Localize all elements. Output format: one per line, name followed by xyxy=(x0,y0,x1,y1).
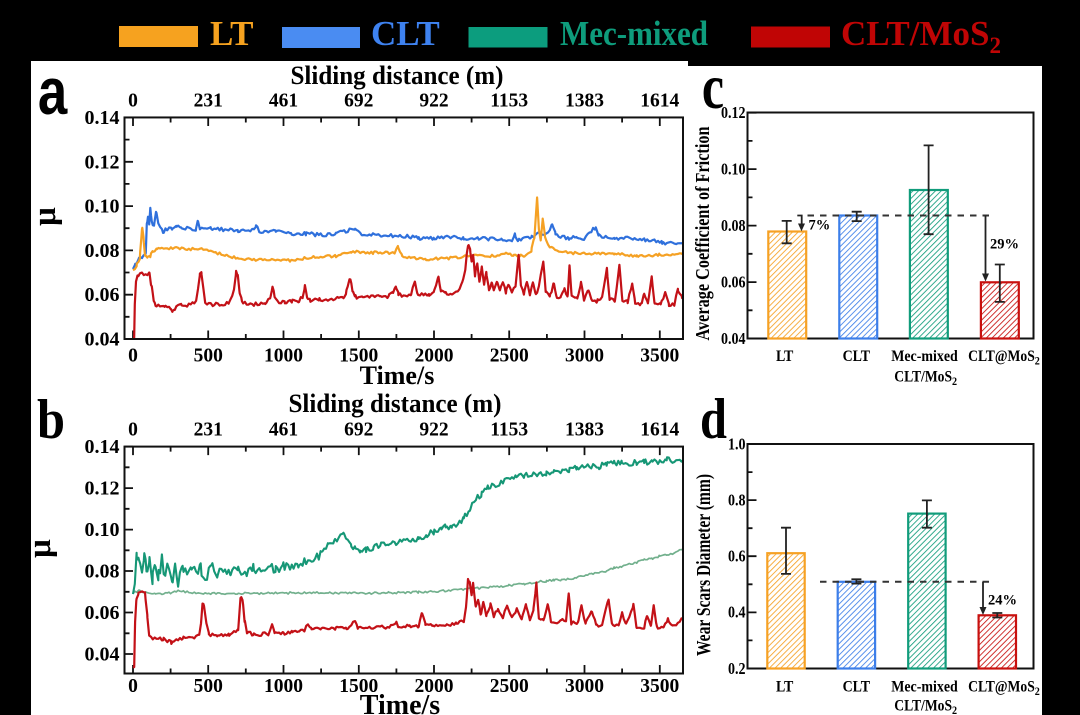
svg-text:0: 0 xyxy=(128,676,138,697)
svg-text:CLT/MoS2: CLT/MoS2 xyxy=(894,369,957,388)
svg-text:0.04: 0.04 xyxy=(721,330,746,348)
svg-text:0.06: 0.06 xyxy=(85,284,120,306)
svg-text:Sliding distance (m): Sliding distance (m) xyxy=(289,389,502,418)
svg-text:0.14: 0.14 xyxy=(85,436,120,458)
svg-text:0.04: 0.04 xyxy=(85,644,120,666)
svg-text:1500: 1500 xyxy=(339,346,378,367)
svg-text:500: 500 xyxy=(194,346,223,367)
svg-text:1.0: 1.0 xyxy=(728,435,746,453)
svg-text:0.08: 0.08 xyxy=(85,561,120,583)
svg-text:1153: 1153 xyxy=(490,91,528,112)
svg-text:461: 461 xyxy=(269,420,298,441)
svg-text:3500: 3500 xyxy=(640,346,679,367)
svg-text:a: a xyxy=(38,54,68,128)
svg-text:500: 500 xyxy=(194,676,223,697)
svg-text:3000: 3000 xyxy=(565,676,604,697)
svg-text:0.12: 0.12 xyxy=(721,104,746,122)
svg-text:CLT/MoS2: CLT/MoS2 xyxy=(894,698,957,715)
svg-text:0.12: 0.12 xyxy=(85,478,120,500)
svg-text:CLT/MoS2: CLT/MoS2 xyxy=(841,14,1001,58)
svg-text:Average Coefficient of Frictio: Average Coefficient of Friction xyxy=(692,127,714,341)
svg-text:LT: LT xyxy=(210,14,253,53)
svg-text:461: 461 xyxy=(269,91,298,112)
svg-text:CLT: CLT xyxy=(843,679,871,696)
svg-text:3000: 3000 xyxy=(565,346,604,367)
svg-text:μ: μ xyxy=(27,207,63,226)
svg-text:0.12: 0.12 xyxy=(85,151,120,173)
svg-text:1383: 1383 xyxy=(565,91,604,112)
svg-text:2500: 2500 xyxy=(490,676,529,697)
svg-text:0.10: 0.10 xyxy=(85,519,120,541)
svg-text:d: d xyxy=(700,388,727,450)
svg-text:24%: 24% xyxy=(988,593,1017,609)
svg-text:CLT: CLT xyxy=(843,348,871,365)
svg-text:0.10: 0.10 xyxy=(721,160,746,178)
svg-text:Mec-mixed: Mec-mixed xyxy=(560,14,708,53)
svg-text:2000: 2000 xyxy=(415,346,454,367)
svg-text:7%: 7% xyxy=(809,218,831,234)
svg-text:0.04: 0.04 xyxy=(85,329,120,351)
svg-text:922: 922 xyxy=(419,420,448,441)
svg-text:0.6: 0.6 xyxy=(728,547,746,565)
svg-text:0.14: 0.14 xyxy=(85,107,120,129)
svg-text:0.08: 0.08 xyxy=(85,240,120,262)
svg-text:1383: 1383 xyxy=(565,420,604,441)
svg-text:2500: 2500 xyxy=(490,346,529,367)
svg-text:1000: 1000 xyxy=(264,676,303,697)
svg-text:0: 0 xyxy=(128,420,138,441)
svg-text:3500: 3500 xyxy=(640,676,679,697)
svg-text:CLT@MoS2: CLT@MoS2 xyxy=(968,348,1040,367)
svg-text:1614: 1614 xyxy=(640,420,679,441)
svg-text:1153: 1153 xyxy=(490,420,528,441)
svg-text:231: 231 xyxy=(194,420,223,441)
svg-text:Mec-mixed: Mec-mixed xyxy=(891,679,958,696)
svg-text:231: 231 xyxy=(194,91,223,112)
svg-text:0: 0 xyxy=(128,346,138,367)
svg-text:c: c xyxy=(702,52,724,122)
svg-text:b: b xyxy=(37,389,65,451)
svg-text:Time/s: Time/s xyxy=(360,361,435,390)
svg-text:0.10: 0.10 xyxy=(85,196,120,218)
svg-text:2000: 2000 xyxy=(415,676,454,697)
svg-text:LT: LT xyxy=(776,348,793,365)
svg-text:29%: 29% xyxy=(990,237,1019,253)
svg-text:CLT@MoS2: CLT@MoS2 xyxy=(968,679,1040,698)
svg-text:0.06: 0.06 xyxy=(85,602,120,624)
svg-text:0.08: 0.08 xyxy=(721,217,746,235)
svg-text:Mec-mixed: Mec-mixed xyxy=(891,348,958,365)
svg-text:692: 692 xyxy=(344,420,373,441)
svg-text:0.4: 0.4 xyxy=(728,604,746,622)
svg-text:0.06: 0.06 xyxy=(721,273,746,291)
svg-text:0: 0 xyxy=(128,91,138,112)
svg-text:μ: μ xyxy=(22,539,58,558)
svg-text:1614: 1614 xyxy=(640,91,679,112)
svg-text:1000: 1000 xyxy=(264,346,303,367)
svg-text:Time/s: Time/s xyxy=(360,690,440,715)
svg-text:922: 922 xyxy=(419,91,448,112)
svg-text:Sliding distance (m): Sliding distance (m) xyxy=(291,61,504,90)
svg-text:0.2: 0.2 xyxy=(728,660,746,678)
svg-text:CLT: CLT xyxy=(371,14,440,53)
svg-text:0.8: 0.8 xyxy=(728,491,746,509)
svg-text:692: 692 xyxy=(344,91,373,112)
svg-text:1500: 1500 xyxy=(339,676,378,697)
svg-text:LT: LT xyxy=(776,679,793,696)
svg-text:Wear Scars Diameter (mm): Wear Scars Diameter (mm) xyxy=(693,474,715,656)
